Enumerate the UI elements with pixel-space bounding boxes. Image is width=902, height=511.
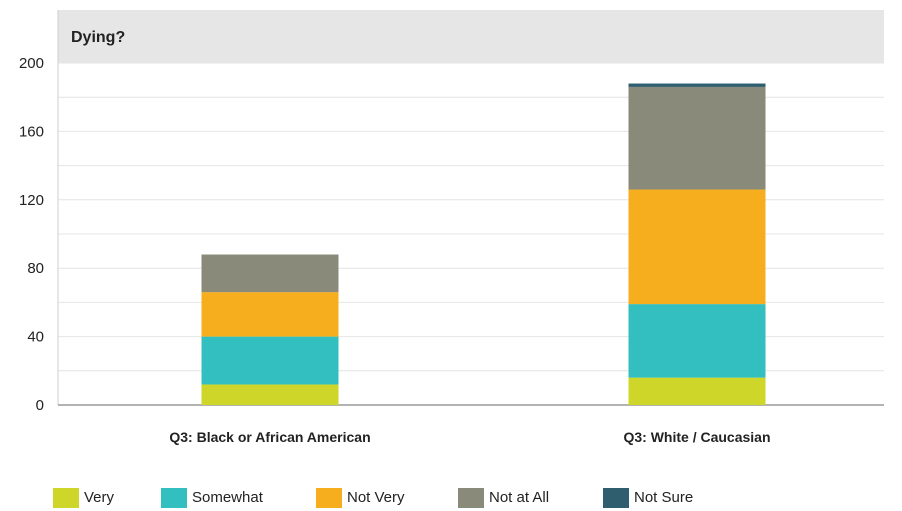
legend-item: Not Sure [603,488,693,508]
y-tick-label: 80 [27,260,44,277]
legend-label: Not Sure [634,489,693,506]
legend-swatch [53,488,79,508]
legend-item: Not Very [316,488,405,508]
legend-label: Not Very [347,489,405,506]
bar-segment [628,189,766,305]
bar-segment [201,292,339,337]
bar-segment [201,254,339,293]
title-band: Dying? [58,10,884,63]
chart-title: Dying? [71,29,125,46]
legend-item: Not at All [458,488,549,508]
legend-swatch [316,488,342,508]
bar-stack [201,254,339,405]
legend-swatch [458,488,484,508]
bars [201,83,766,405]
title-background [58,10,884,63]
bar-segment [628,83,766,87]
x-category-label: Q3: White / Caucasian [623,429,770,445]
legend-label: Somewhat [192,489,264,506]
gridlines [58,62,884,372]
legend-label: Very [84,489,115,506]
legend-item: Very [53,488,115,508]
y-tick-label: 200 [19,55,44,72]
bar-segment [628,86,766,190]
bar-segment [628,377,766,405]
bar-segment [628,304,766,378]
bar-segment [201,384,339,405]
bar-segment [201,336,339,385]
y-tick-label: 40 [27,329,44,346]
category-labels: Q3: Black or African American Q3: White /… [169,429,770,445]
y-tick-label: 120 [19,192,44,209]
y-tick-label: 0 [36,397,44,414]
legend-label: Not at All [489,489,549,506]
legend-swatch [603,488,629,508]
x-category-label: Q3: Black or African American [169,429,370,445]
legend-swatch [161,488,187,508]
bar-stack [628,83,766,405]
legend: Very Somewhat Not Very Not at All Not Sure [53,488,693,508]
legend-item: Somewhat [161,488,264,508]
y-tick-label: 160 [19,123,44,140]
